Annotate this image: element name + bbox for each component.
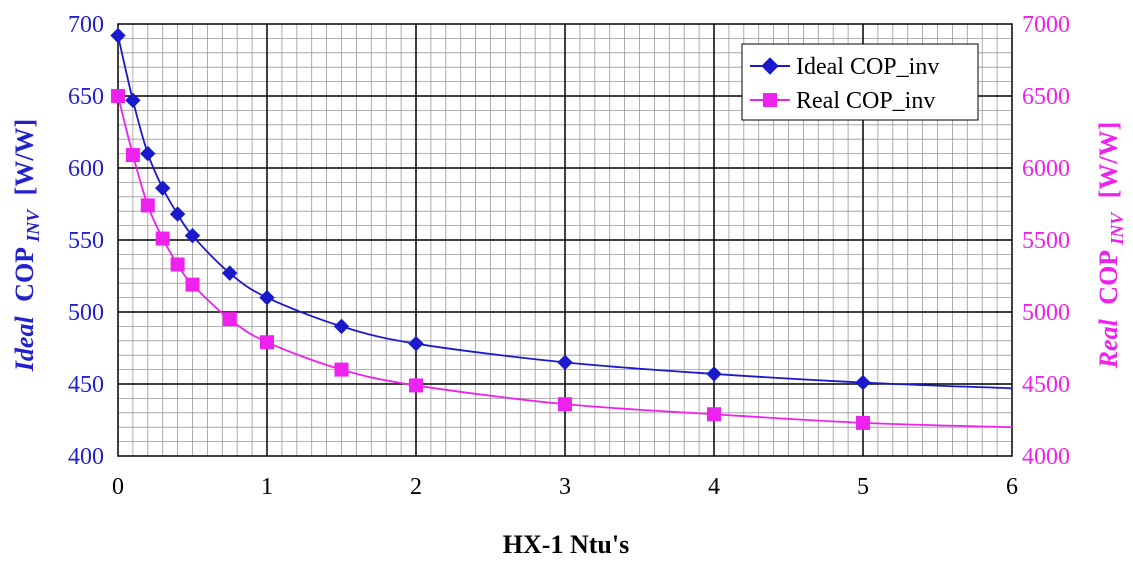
y-right-tick-label: 5000	[1022, 300, 1070, 326]
legend-ideal-label: Ideal COP_inv	[796, 54, 939, 80]
y-left-tick-label: 550	[68, 228, 104, 254]
x-tick-label: 3	[559, 474, 571, 500]
y-right-tick-label: 5500	[1022, 228, 1070, 254]
legend-real-label: Real COP_inv	[796, 88, 935, 114]
real-cop-point	[707, 407, 721, 422]
plot-area-frame	[117, 23, 1013, 457]
ideal-cop-point	[110, 27, 126, 44]
ideal-cop-point	[140, 145, 156, 162]
y-left-title-unit: [W/W]	[10, 119, 39, 196]
y-right-title-italic: Real	[1094, 318, 1123, 369]
real-cop-point	[125, 148, 140, 163]
legend-ideal-marker	[761, 57, 779, 75]
ideal-cop-point	[184, 227, 201, 244]
ideal-cop-line	[117, 35, 1013, 390]
y-left-tick-label: 450	[68, 372, 104, 398]
x-tick-label: 0	[112, 474, 124, 500]
ideal-cop-point	[222, 265, 238, 281]
real-cop-point	[409, 378, 423, 393]
series-lines	[117, 35, 1013, 429]
y-left-tick-label: 600	[68, 156, 104, 182]
legend-box	[741, 43, 979, 121]
real-cop-point	[334, 362, 349, 377]
y-left-tick-label: 400	[68, 444, 104, 470]
series-markers	[110, 27, 871, 430]
y-right-title-main: COP	[1094, 250, 1123, 305]
x-axis-title: HX-1 Ntu's	[503, 530, 629, 559]
real-cop-point	[155, 231, 170, 246]
ideal-cop-point	[154, 180, 171, 196]
y-left-title-main: COP	[10, 247, 39, 302]
real-cop-point	[222, 312, 237, 327]
y-axis-left-title: Ideal COP INV [W/W]	[10, 119, 45, 372]
ideal-cop-point	[408, 335, 424, 352]
y-left-tick-label: 700	[68, 12, 104, 38]
y-left-tick-label: 650	[68, 84, 104, 110]
y-axis-right-title: Real COP INV [W/W]	[1094, 122, 1129, 370]
y-right-tick-label: 4000	[1022, 444, 1070, 470]
x-tick-label: 2	[410, 474, 422, 500]
y-right-tick-label: 6000	[1022, 156, 1070, 182]
x-tick-label: 4	[708, 474, 720, 500]
y-right-tick-label: 6500	[1022, 84, 1070, 110]
ideal-cop-point	[333, 318, 350, 335]
x-tick-label: 5	[857, 474, 869, 500]
y-right-title-sub: INV	[1107, 211, 1127, 246]
ideal-cop-point	[259, 289, 275, 306]
legend: Ideal COP_inv Real COP_inv	[741, 43, 979, 121]
ideal-cop-point	[706, 366, 722, 382]
x-tick-label: 1	[261, 474, 273, 500]
ideal-cop-point	[557, 354, 573, 371]
y-right-title-unit: [W/W]	[1094, 122, 1123, 199]
ideal-cop-point	[855, 374, 871, 391]
y-left-tick-label: 500	[68, 300, 104, 326]
ideal-cop-point	[169, 206, 186, 222]
legend-real-marker	[763, 93, 777, 107]
y-right-tick-label: 7000	[1022, 12, 1070, 38]
y-left-title-italic: Ideal	[10, 316, 39, 373]
y-right-tick-label: 4500	[1022, 372, 1070, 398]
real-cop-point	[558, 397, 572, 412]
real-cop-point	[185, 277, 200, 292]
axis-tick-labels: 0 1 2 3 4 5 6 400 450 500 550 600 650 700 4000 4500 5000…	[68, 12, 1070, 500]
x-tick-label: 6	[1006, 474, 1018, 500]
real-cop-point	[111, 89, 125, 103]
real-cop-point	[856, 415, 870, 430]
ideal-cop-point	[125, 92, 141, 109]
real-cop-point	[140, 198, 155, 213]
real-cop-point	[260, 335, 274, 350]
y-left-title-sub: INV	[23, 208, 43, 243]
real-cop-line	[117, 95, 1013, 429]
real-cop-point	[170, 257, 185, 272]
